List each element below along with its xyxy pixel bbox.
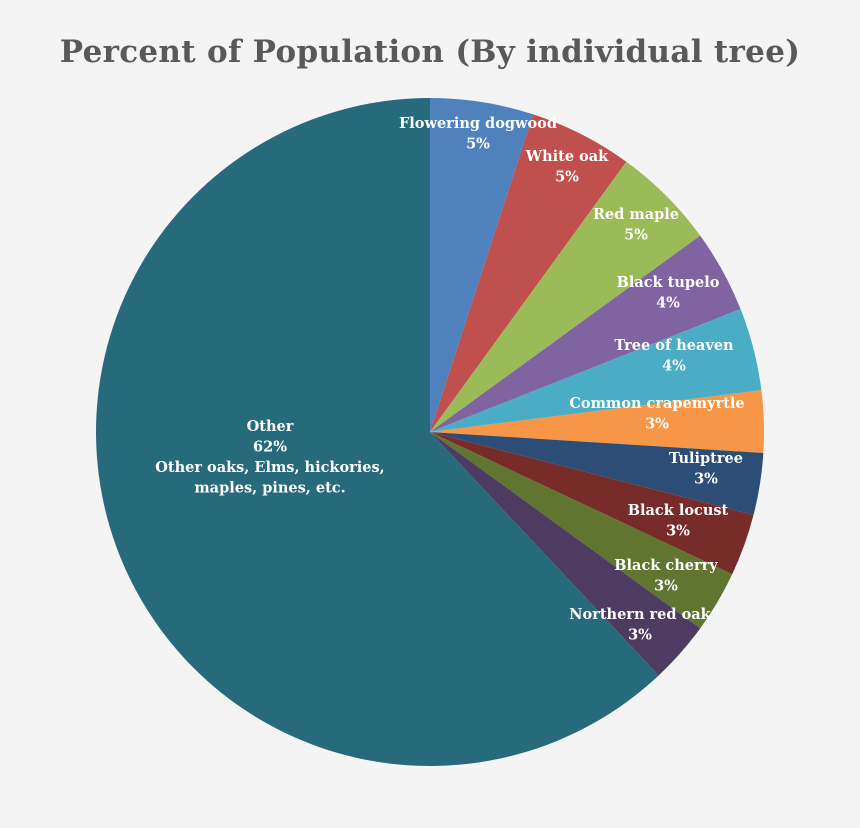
pie-slice-northern-red-oak [430, 432, 701, 676]
pie-slice-tuliptree [430, 432, 764, 516]
data-label-white-oak: White oak 5% [525, 148, 609, 186]
data-label-red-maple: Red maple 5% [593, 206, 679, 244]
pie-slice-black-locust [430, 432, 754, 575]
pie-slice-black-tupelo [430, 235, 741, 432]
pie-slice-common-crapemyrtle [430, 390, 764, 453]
data-label-flowering-dogwood: Flowering dogwood 5% [399, 115, 557, 153]
data-label-common-crapemyrtle: Common crapemyrtle 3% [569, 395, 744, 433]
pie-slice-tree-of-heaven [430, 309, 762, 432]
pie-slice-red-maple [430, 161, 701, 432]
data-label-black-cherry: Black cherry 3% [614, 557, 718, 595]
pie-slice-white-oak [430, 114, 627, 433]
data-label-black-locust: Black locust 3% [628, 502, 729, 540]
data-label-tuliptree: Tuliptree 3% [669, 450, 743, 488]
pie-slice-black-cherry [430, 432, 733, 629]
pie-slice-other [96, 98, 659, 767]
pie-slice-flowering-dogwood [430, 98, 534, 432]
data-label-black-tupelo: Black tupelo 4% [617, 274, 720, 312]
chart-title: Percent of Population (By individual tre… [59, 34, 801, 70]
data-label-other: Other 62% Other oaks, Elms, hickories, mapl… [155, 418, 385, 497]
data-label-tree-of-heaven: Tree of heaven 4% [614, 337, 734, 375]
data-label-northern-red-oak: Northern red oak 3% [569, 606, 711, 644]
